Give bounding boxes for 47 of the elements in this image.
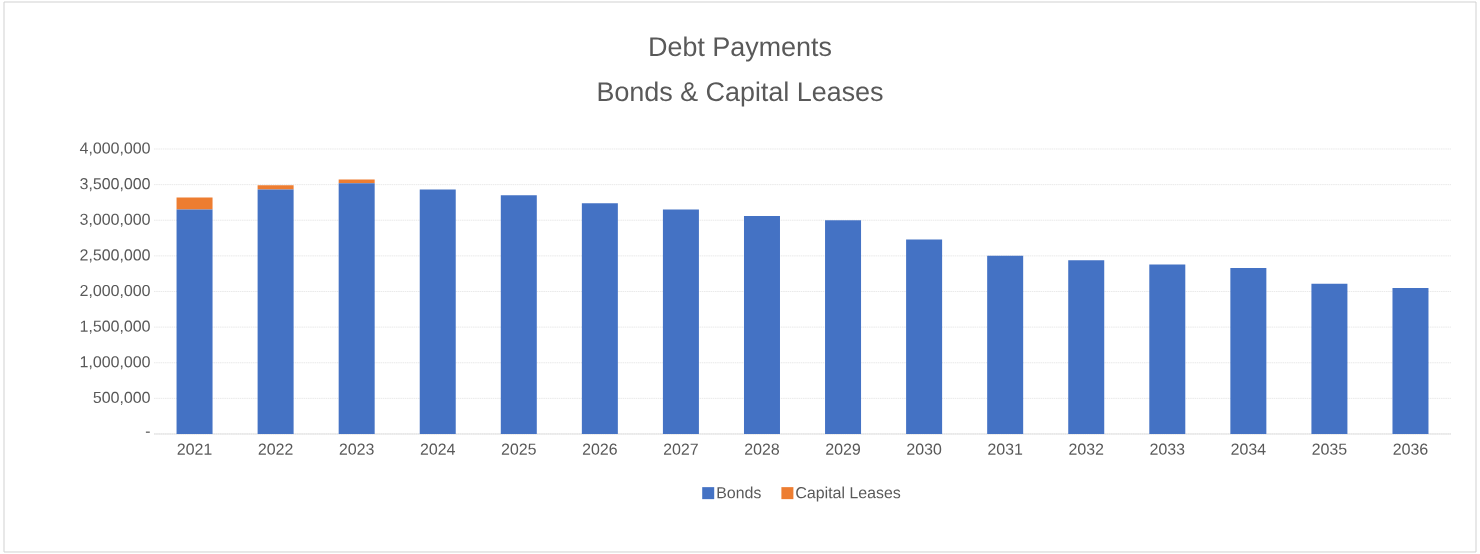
x-tick-label: 2027: [663, 443, 698, 455]
bar: [581, 203, 618, 434]
x-tick-label: 2033: [1150, 443, 1185, 455]
x-tick-label: 2031: [988, 443, 1023, 455]
y-tick-label: 2,000,000: [80, 284, 150, 299]
bar: [257, 185, 294, 190]
y-tick-label: 3,000,000: [80, 213, 150, 227]
bar: [1068, 260, 1105, 434]
bar: [1149, 264, 1186, 434]
x-tick-label: 2026: [582, 443, 617, 455]
x-tick-label: 2022: [258, 443, 293, 455]
x-tick-label: 2021: [177, 443, 212, 455]
x-tick-label: 2028: [745, 443, 780, 455]
y-tick-label: 1,000,000: [80, 356, 150, 370]
x-tick-label: 2029: [826, 443, 861, 455]
bar: [419, 189, 456, 434]
x-tick-label: 2034: [1231, 443, 1266, 455]
x-tick-label: 2023: [339, 443, 374, 455]
chart-subtitle: Bonds & Capital Leases: [598, 81, 883, 107]
y-tick-label: 500,000: [93, 391, 150, 405]
x-tick-label: 2032: [1069, 443, 1104, 455]
bar: [662, 209, 699, 434]
y-tick-label: 3,500,000: [80, 178, 150, 192]
bar: [257, 189, 294, 434]
legend-label: Capital Leases: [796, 486, 901, 502]
x-tick-label: 2025: [501, 443, 536, 455]
bar: [1392, 287, 1429, 434]
bar: [176, 197, 213, 210]
legend-label: Bonds: [717, 486, 761, 499]
x-tick-label: 2030: [907, 443, 942, 455]
y-tick-label: 4,000,000: [79, 142, 150, 156]
y-tick-label: 1,500,000: [80, 320, 150, 334]
bar: [987, 255, 1024, 434]
bar: [338, 183, 375, 434]
bar: [1230, 267, 1267, 434]
x-tick-label: 2036: [1393, 443, 1428, 455]
chart-title: Debt Payments: [650, 36, 831, 62]
x-tick-label: 2035: [1312, 443, 1347, 455]
bar: [1311, 283, 1348, 434]
bar: [176, 209, 213, 434]
x-tick-label: 2024: [420, 443, 455, 455]
bar: [906, 239, 943, 434]
bar: [743, 215, 780, 434]
bar: [500, 195, 537, 434]
y-tick-label: 2,500,000: [80, 249, 150, 263]
bar: [825, 220, 862, 434]
y-tick-label: -: [145, 431, 150, 433]
